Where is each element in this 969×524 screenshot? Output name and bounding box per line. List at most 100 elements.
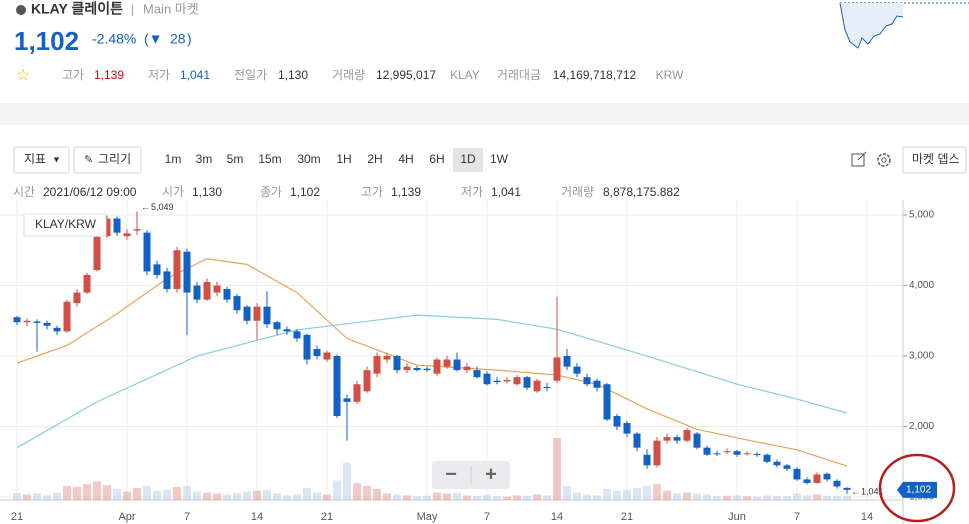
volume-bar <box>43 495 51 500</box>
interval-label: 15m <box>258 152 281 166</box>
volume-bar <box>593 495 601 500</box>
change-rate: -2.48% <box>92 31 136 47</box>
info-value: 1,041 <box>491 185 521 199</box>
volume-bar <box>653 484 661 500</box>
volume-bar <box>203 492 211 500</box>
interval-button[interactable]: 1m <box>158 148 188 172</box>
interval-button[interactable]: 1D <box>453 148 483 172</box>
volume-bar <box>413 496 421 500</box>
interval-button[interactable]: 1W <box>484 148 514 172</box>
interval-label: 3m <box>196 152 213 166</box>
volume-bar <box>373 488 381 500</box>
volume-bar <box>773 495 781 500</box>
volume-bar <box>573 492 581 500</box>
draw-label: 그리기 <box>98 152 131 166</box>
stat-value: 12,995,017 <box>376 68 436 82</box>
zoom-in[interactable]: + <box>485 463 497 485</box>
candle-body <box>503 380 511 382</box>
candle-body <box>63 301 71 332</box>
candle-body <box>13 317 21 323</box>
gear-outer <box>877 153 891 167</box>
candle-body <box>213 285 221 293</box>
candle-body <box>353 384 361 402</box>
candle-body <box>723 451 731 453</box>
volume-bar <box>563 486 571 500</box>
y-tick-label: 2,000 <box>909 421 934 432</box>
interval-label: 4H <box>398 152 413 166</box>
mini-chart-area <box>840 3 903 48</box>
volume-bar <box>833 496 841 500</box>
x-tick-label: Jun <box>728 511 746 523</box>
candle-body <box>513 377 521 385</box>
volume-bar <box>323 494 331 500</box>
chart: 1,0002,0003,0004,0005,00021Apr71421May71… <box>0 200 934 524</box>
volume-bar <box>433 492 441 500</box>
x-tick-label: 7 <box>484 511 490 523</box>
indicator-button[interactable]: 지표 ▼ <box>13 146 70 174</box>
volume-bar <box>743 496 751 500</box>
candle-body <box>553 357 561 381</box>
volume-bar <box>443 493 451 500</box>
x-tick-label: 21 <box>321 511 333 523</box>
volume-bar <box>813 494 821 500</box>
candle-body <box>523 377 531 388</box>
interval-button[interactable]: 6H <box>422 148 452 172</box>
candle-body <box>273 322 281 330</box>
settings-icon[interactable] <box>877 153 891 167</box>
interval-button[interactable]: 15m <box>251 148 289 172</box>
volume-bar <box>153 490 161 500</box>
highlight-circle <box>878 453 956 523</box>
volume-bar <box>183 486 191 500</box>
volume-bar <box>843 495 851 500</box>
volume-bar <box>383 493 391 500</box>
interval-button[interactable]: 4H <box>391 148 421 172</box>
info-value: 8,878,175.882 <box>603 185 680 199</box>
interval-label: 1H <box>336 152 351 166</box>
interval-button[interactable]: 30m <box>290 148 328 172</box>
x-tick-label: 14 <box>551 511 563 523</box>
candle-body <box>423 368 431 371</box>
volume-bar <box>313 492 321 500</box>
volume-bar <box>533 494 541 500</box>
volume-bar <box>333 480 341 500</box>
volume-bar <box>793 493 801 500</box>
market-name: Main 마켓 <box>143 1 199 16</box>
volume-bar <box>623 489 631 500</box>
zoom-out[interactable]: − <box>445 463 457 485</box>
volume-bar <box>13 493 21 500</box>
candle-body <box>613 415 621 427</box>
candle-body <box>343 398 351 402</box>
volume-bar <box>543 495 551 500</box>
share-icon[interactable] <box>851 151 867 167</box>
legend-label: KLAY/KRW <box>35 217 97 231</box>
volume-bar <box>93 481 101 500</box>
interval-button[interactable]: 1H <box>329 148 359 172</box>
candle-body <box>93 236 101 271</box>
candle-body <box>683 430 691 441</box>
candle-body <box>193 285 201 300</box>
volume-bar <box>83 484 91 500</box>
change-close: ) <box>187 31 192 47</box>
volume-bar <box>23 494 31 500</box>
change: 28 <box>170 31 186 47</box>
interval-button[interactable]: 3m <box>189 148 219 172</box>
candle-body <box>323 352 331 360</box>
depth-button[interactable]: 마켓 뎁스 <box>902 146 967 174</box>
volume-bar <box>123 491 131 500</box>
depth-label: 마켓 뎁스 <box>912 152 960 166</box>
interval-button[interactable]: 2H <box>360 148 390 172</box>
candle-body <box>173 250 181 290</box>
interval-bg <box>453 148 483 172</box>
dropdown-icon: ▼ <box>52 154 61 164</box>
info-label: 저가 <box>461 185 483 199</box>
interval-button[interactable]: 5m <box>220 148 250 172</box>
coin-title: KLAY 클레이튼 <box>31 1 123 17</box>
draw-button[interactable]: ✎ 그리기 <box>73 146 142 174</box>
candle-body <box>793 468 801 480</box>
favorite-star[interactable]: ☆ <box>16 67 30 84</box>
interval-label: 30m <box>297 152 320 166</box>
x-tick-label: 7 <box>794 511 800 523</box>
candle-body <box>663 437 671 441</box>
volume-bar <box>683 492 691 500</box>
candle-body <box>43 322 51 326</box>
